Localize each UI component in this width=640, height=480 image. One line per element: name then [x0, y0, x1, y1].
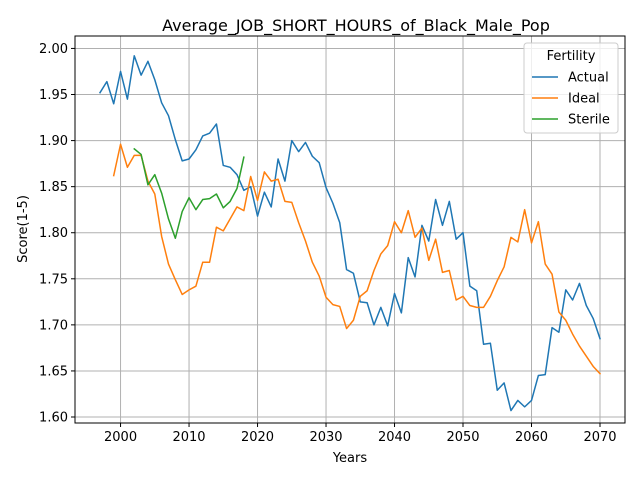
- chart-title: Average_JOB_SHORT_HOURS_of_Black_Male_Po…: [162, 16, 550, 36]
- x-tick-label: 2070: [583, 430, 616, 445]
- x-tick-label: 2040: [378, 430, 411, 445]
- y-tick-label: 1.60: [39, 411, 68, 426]
- x-tick-label: 2060: [515, 430, 548, 445]
- y-tick-label: 1.70: [39, 318, 68, 333]
- plot-frame: [74, 35, 626, 424]
- legend-label-sterile: Sterile: [568, 113, 610, 128]
- y-tick-label: 1.80: [39, 226, 68, 241]
- y-tick-label: 2.00: [39, 42, 68, 57]
- series-line-actual: [98, 55, 601, 412]
- x-axis-label: Years: [332, 451, 368, 466]
- series-line-ideal: [112, 143, 602, 375]
- y-tick-label: 1.75: [39, 272, 68, 287]
- legend-box: [523, 42, 619, 134]
- x-tick-label: 2020: [241, 430, 274, 445]
- legend-title: Fertility: [547, 49, 596, 64]
- x-axis: 2000 2010 2020 2030 2040 2050 2060 2070: [104, 423, 617, 445]
- y-tick-label: 1.85: [39, 180, 68, 195]
- y-tick-label: 1.90: [39, 134, 68, 149]
- legend: Fertility Actual Ideal Sterile: [523, 42, 619, 134]
- series-line-sterile: [133, 147, 245, 239]
- x-tick-label: 2000: [104, 430, 137, 445]
- y-axis: 1.60 1.65 1.70 1.75 1.80 1.85 1.90 1.95 2.00: [39, 42, 75, 426]
- x-tick-label: 2030: [309, 430, 342, 445]
- y-tick-label: 1.65: [39, 364, 68, 379]
- x-tick-label: 2010: [172, 430, 205, 445]
- x-tick-label: 2050: [446, 430, 479, 445]
- legend-label-ideal: Ideal: [568, 92, 600, 107]
- plot-series: [98, 55, 602, 412]
- y-axis-label: Score(1-5): [16, 195, 31, 263]
- legend-entries: Actual Ideal Sterile: [532, 71, 610, 128]
- legend-label-actual: Actual: [568, 71, 609, 86]
- y-tick-label: 1.95: [39, 88, 68, 103]
